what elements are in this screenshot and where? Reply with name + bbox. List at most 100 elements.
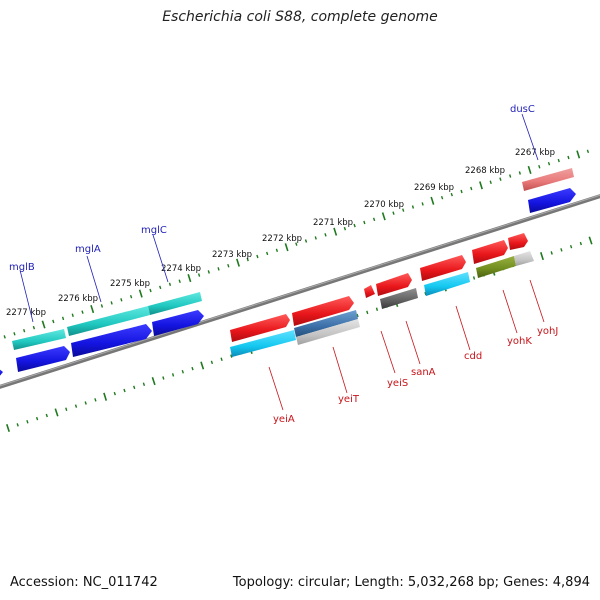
gene-dusC-feature[interactable]: [522, 168, 574, 191]
scale-minor-tick: [159, 285, 162, 290]
kbp-label: 2275 kbp: [110, 279, 150, 289]
scale-minor-tick: [84, 401, 87, 405]
scale-minor-tick: [472, 276, 476, 280]
scale-minor-tick: [547, 161, 551, 166]
scale-major-tick: [479, 181, 483, 190]
kbp-label: 2268 kbp: [465, 166, 505, 176]
scale-minor-tick: [586, 149, 590, 154]
gene-cdd-feature[interactable]: [420, 255, 466, 281]
kbp-label: 2270 kbp: [364, 200, 404, 210]
gene-mglA-cds[interactable]: [71, 324, 152, 357]
gene-leader-lines: [19, 113, 545, 411]
scale-minor-tick: [518, 171, 521, 175]
gene-label-yohK[interactable]: yohK: [507, 336, 532, 347]
gene-yeiA-feature[interactable]: [230, 314, 290, 342]
genome-backbone-highlight: [0, 194, 600, 387]
scale-minor-tick: [353, 223, 356, 228]
gene-label-cdd[interactable]: cdd: [464, 351, 482, 362]
scale-minor-tick: [123, 388, 126, 393]
scale-minor-tick: [363, 220, 366, 225]
gene-label-sanA[interactable]: sanA: [411, 367, 436, 378]
upper-scale-track: [3, 149, 590, 339]
gene-yohK-cds[interactable]: [476, 256, 516, 278]
scale-minor-tick: [45, 413, 48, 418]
scale-minor-tick: [23, 328, 26, 333]
scale-minor-tick: [489, 180, 492, 185]
scale-major-tick: [6, 423, 10, 433]
gene-mglB-cds[interactable]: [16, 346, 70, 372]
gene-yeiA-cds[interactable]: [230, 330, 296, 357]
gene-mglA-feature[interactable]: [67, 306, 150, 336]
scale-minor-tick: [120, 298, 123, 302]
gene-yeiT-feature[interactable]: [292, 296, 354, 326]
scale-minor-tick: [129, 294, 133, 299]
gene-label-yohJ[interactable]: yohJ: [537, 326, 558, 337]
scale-minor-tick: [324, 233, 327, 237]
gene-sanA-cds[interactable]: [380, 288, 418, 309]
scale-minor-tick: [178, 279, 181, 284]
gene-yeiT-pseudo[interactable]: [296, 319, 360, 345]
genome-info-text: Topology: circular; Length: 5,032,268 bp…: [232, 575, 590, 590]
scale-minor-tick: [538, 164, 541, 169]
scale-minor-tick: [392, 211, 395, 215]
gene-mglB-feature[interactable]: [12, 329, 66, 350]
scale-minor-tick: [181, 369, 184, 374]
scale-minor-tick: [149, 288, 152, 293]
scale-minor-tick: [61, 316, 65, 321]
gene-label-dusC[interactable]: dusC: [510, 104, 535, 115]
scale-major-tick: [236, 258, 240, 267]
scale-minor-tick: [579, 241, 582, 246]
gene-label-mglB[interactable]: mglB: [9, 262, 35, 273]
scale-minor-tick: [460, 189, 463, 194]
scale-minor-tick: [191, 366, 194, 371]
scale-minor-tick: [35, 416, 39, 421]
scale-minor-tick: [314, 236, 317, 240]
gene-yohJ-cds[interactable]: [514, 251, 534, 266]
kbp-label: 2269 kbp: [414, 183, 454, 193]
scale-minor-tick: [227, 263, 230, 268]
gene-partial-left[interactable]: [0, 368, 3, 378]
scale-minor-tick: [65, 407, 68, 411]
map-title: Escherichia coli S88, complete genome: [162, 9, 438, 25]
gene-label-yeiS[interactable]: yeiS: [387, 378, 408, 389]
gene-features: [0, 168, 576, 378]
scale-minor-tick: [560, 248, 563, 252]
scale-minor-tick: [450, 192, 453, 197]
kbp-labels: 2277 kbp 2276 kbp 2275 kbp 2274 kbp 2273…: [6, 148, 555, 318]
scale-major-tick: [381, 212, 386, 221]
scale-minor-tick: [266, 251, 269, 256]
scale-minor-tick: [375, 307, 379, 311]
scale-minor-tick: [304, 239, 308, 243]
scale-major-tick: [430, 196, 435, 205]
gene-label-mglA[interactable]: mglA: [75, 244, 101, 255]
scale-minor-tick: [421, 202, 424, 206]
scale-minor-tick: [74, 404, 78, 408]
scale-minor-tick: [470, 186, 473, 191]
scale-major-tick: [527, 165, 532, 174]
gene-yohK-feature[interactable]: [472, 240, 508, 264]
scale-minor-tick: [171, 373, 175, 377]
gene-label-yeiA[interactable]: yeiA: [273, 414, 295, 425]
scale-major-tick: [54, 408, 59, 417]
genome-backbone: [0, 194, 600, 389]
scale-major-tick: [90, 305, 95, 314]
kbp-label: 2271 kbp: [313, 218, 353, 228]
gene-mglC-cds[interactable]: [152, 310, 204, 336]
scale-minor-tick: [366, 310, 369, 315]
scale-minor-tick: [162, 376, 165, 380]
gene-yeiS-feature[interactable]: [364, 285, 375, 298]
gene-mglC-feature[interactable]: [148, 292, 202, 315]
gene-label-mglC[interactable]: mglC: [141, 225, 167, 236]
gene-yeiT-cds[interactable]: [294, 310, 358, 337]
scale-minor-tick: [509, 174, 512, 178]
gene-yohJ-feature[interactable]: [508, 233, 528, 250]
gene-yeiS-feature-2[interactable]: [376, 273, 412, 296]
scale-minor-tick: [256, 254, 259, 259]
gene-dusC-cds[interactable]: [528, 188, 576, 213]
scale-major-tick: [187, 274, 192, 283]
scale-minor-tick: [499, 177, 502, 181]
gene-label-yeiT[interactable]: yeiT: [338, 394, 360, 405]
gene-cdd-cds[interactable]: [424, 272, 470, 296]
kbp-label: 2272 kbp: [262, 234, 302, 244]
